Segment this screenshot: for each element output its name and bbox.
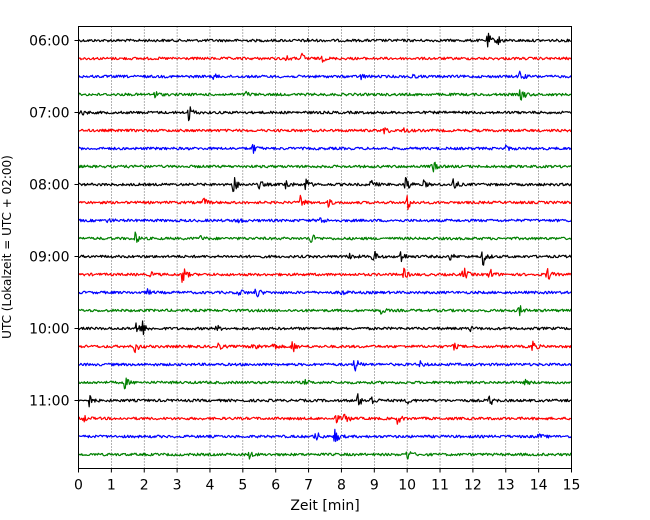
trace-0715 bbox=[78, 127, 572, 135]
y-axis-ticks: 06:00 07:00 08:00 09:00 10:00 11:00 bbox=[29, 34, 79, 410]
trace-0815 bbox=[78, 194, 572, 210]
x-tick-label-8: 8 bbox=[337, 478, 346, 494]
trace-0845 bbox=[78, 231, 572, 243]
x-tick-label-13: 13 bbox=[497, 478, 515, 494]
x-axis-ticks: 0 1 2 3 4 5 6 7 8 9 10 11 12 13 14 15 bbox=[74, 468, 581, 494]
trace-0945 bbox=[78, 305, 572, 317]
trace-0800 bbox=[78, 176, 572, 193]
trace-1000 bbox=[78, 320, 572, 336]
trace-0600 bbox=[78, 32, 572, 48]
trace-0930 bbox=[78, 288, 572, 298]
trace-0830 bbox=[78, 217, 573, 224]
x-tick-label-9: 9 bbox=[370, 478, 379, 494]
trace-1030 bbox=[78, 360, 573, 372]
trace-0730 bbox=[77, 143, 572, 154]
x-tick-label-10: 10 bbox=[398, 478, 416, 494]
x-tick-label-5: 5 bbox=[238, 478, 247, 494]
x-tick-label-6: 6 bbox=[271, 478, 280, 494]
vertical-grid bbox=[111, 26, 539, 469]
x-tick-label-11: 11 bbox=[431, 478, 449, 494]
x-tick-label-7: 7 bbox=[304, 478, 313, 494]
trace-0900 bbox=[78, 250, 572, 266]
trace-1100 bbox=[77, 393, 572, 408]
trace-1015 bbox=[78, 340, 573, 354]
x-tick-label-1: 1 bbox=[107, 478, 116, 494]
y-tick-label-0900: 09:00 bbox=[29, 250, 69, 266]
y-axis-label: UTC (Lokalzeit = UTC + 02:00) bbox=[0, 155, 14, 339]
trace-0645 bbox=[77, 89, 572, 101]
x-tick-label-2: 2 bbox=[140, 478, 149, 494]
trace-0745 bbox=[77, 161, 572, 173]
x-tick-label-3: 3 bbox=[173, 478, 182, 494]
trace-0915 bbox=[78, 267, 573, 283]
plot-frame bbox=[78, 26, 572, 469]
x-tick-label-12: 12 bbox=[464, 478, 482, 494]
x-tick-label-4: 4 bbox=[206, 478, 215, 494]
trace-1145 bbox=[78, 451, 572, 460]
y-tick-label-1000: 10:00 bbox=[29, 322, 69, 338]
trace-group bbox=[77, 32, 573, 460]
trace-0630 bbox=[77, 70, 573, 81]
y-tick-label-0600: 06:00 bbox=[29, 34, 69, 50]
x-tick-label-0: 0 bbox=[74, 478, 83, 494]
y-tick-label-0800: 08:00 bbox=[29, 178, 69, 194]
trace-1045 bbox=[77, 377, 572, 390]
trace-1115 bbox=[77, 413, 572, 425]
y-tick-label-1100: 11:00 bbox=[29, 394, 69, 410]
x-tick-label-15: 15 bbox=[563, 478, 581, 494]
x-axis-label: Zeit [min] bbox=[290, 498, 359, 514]
trace-0615 bbox=[78, 52, 573, 63]
trace-0700 bbox=[77, 106, 572, 122]
y-tick-label-0700: 07:00 bbox=[29, 106, 69, 122]
x-tick-label-14: 14 bbox=[530, 478, 548, 494]
trace-1130 bbox=[78, 428, 573, 443]
